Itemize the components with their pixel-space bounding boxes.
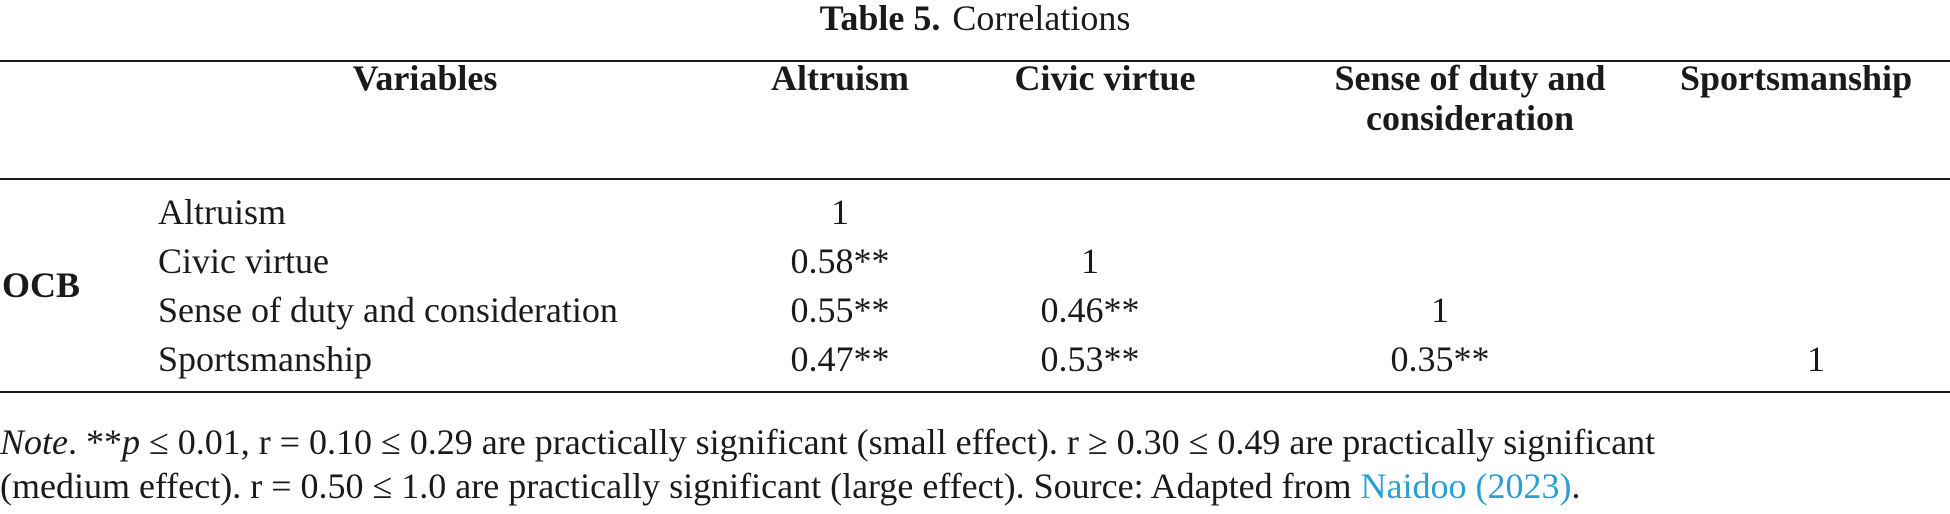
cell-value: 1 [1431, 290, 1449, 330]
table-number: Table 5. [819, 0, 941, 38]
table-title: Correlations [952, 0, 1131, 38]
cell-value: 1 [1081, 241, 1099, 281]
header-civic-virtue: Civic virtue [1014, 58, 1196, 98]
header-sense-of-duty-line1: Sense of duty and [1334, 58, 1606, 98]
row-label: Sportsmanship [158, 339, 373, 379]
row-label: Sense of duty and consideration [158, 290, 618, 330]
top-rule [0, 60, 1950, 62]
cell-value: 0.35** [1390, 339, 1490, 379]
bottom-rule [0, 391, 1950, 393]
cell-value: 1 [831, 192, 849, 232]
note-end: . [1571, 466, 1581, 506]
cell-value: 0.53** [1040, 339, 1140, 379]
note-text-line2: (medium effect). r = 0.50 ≤ 1.0 are prac… [0, 466, 1361, 506]
cell-value: 0.55** [790, 290, 890, 330]
cell-value: 0.58** [790, 241, 890, 281]
header-sportsmanship: Sportsmanship [1680, 58, 1913, 98]
note-line-2: (medium effect). r = 0.50 ≤ 1.0 are prac… [0, 464, 1950, 508]
note-line-1: Note. **p ≤ 0.01, r = 0.10 ≤ 0.29 are pr… [0, 422, 1656, 462]
cell-value: 1 [1807, 339, 1825, 379]
note-text-line1: ≤ 0.01, r = 0.10 ≤ 0.29 are practically … [140, 422, 1656, 462]
header-sense-of-duty-line2: consideration [1365, 98, 1574, 138]
header-variables: Variables [352, 58, 498, 98]
note-p-prefix: ** [86, 422, 122, 462]
source-citation-link[interactable]: Naidoo (2023) [1360, 466, 1572, 506]
group-label-ocb: OCB [2, 265, 81, 305]
cell-value: 0.47** [790, 339, 890, 379]
row-label: Civic virtue [158, 241, 329, 281]
table-note: Note. **p ≤ 0.01, r = 0.10 ≤ 0.29 are pr… [0, 420, 1950, 508]
note-p-symbol: p [122, 422, 140, 462]
row-label: Altruism [158, 192, 287, 232]
header-rule [0, 178, 1950, 180]
table-caption: Table 5. Correlations [0, 0, 1950, 36]
cell-value: 0.46** [1040, 290, 1140, 330]
header-altruism: Altruism [771, 58, 909, 98]
note-label: Note [0, 422, 68, 462]
